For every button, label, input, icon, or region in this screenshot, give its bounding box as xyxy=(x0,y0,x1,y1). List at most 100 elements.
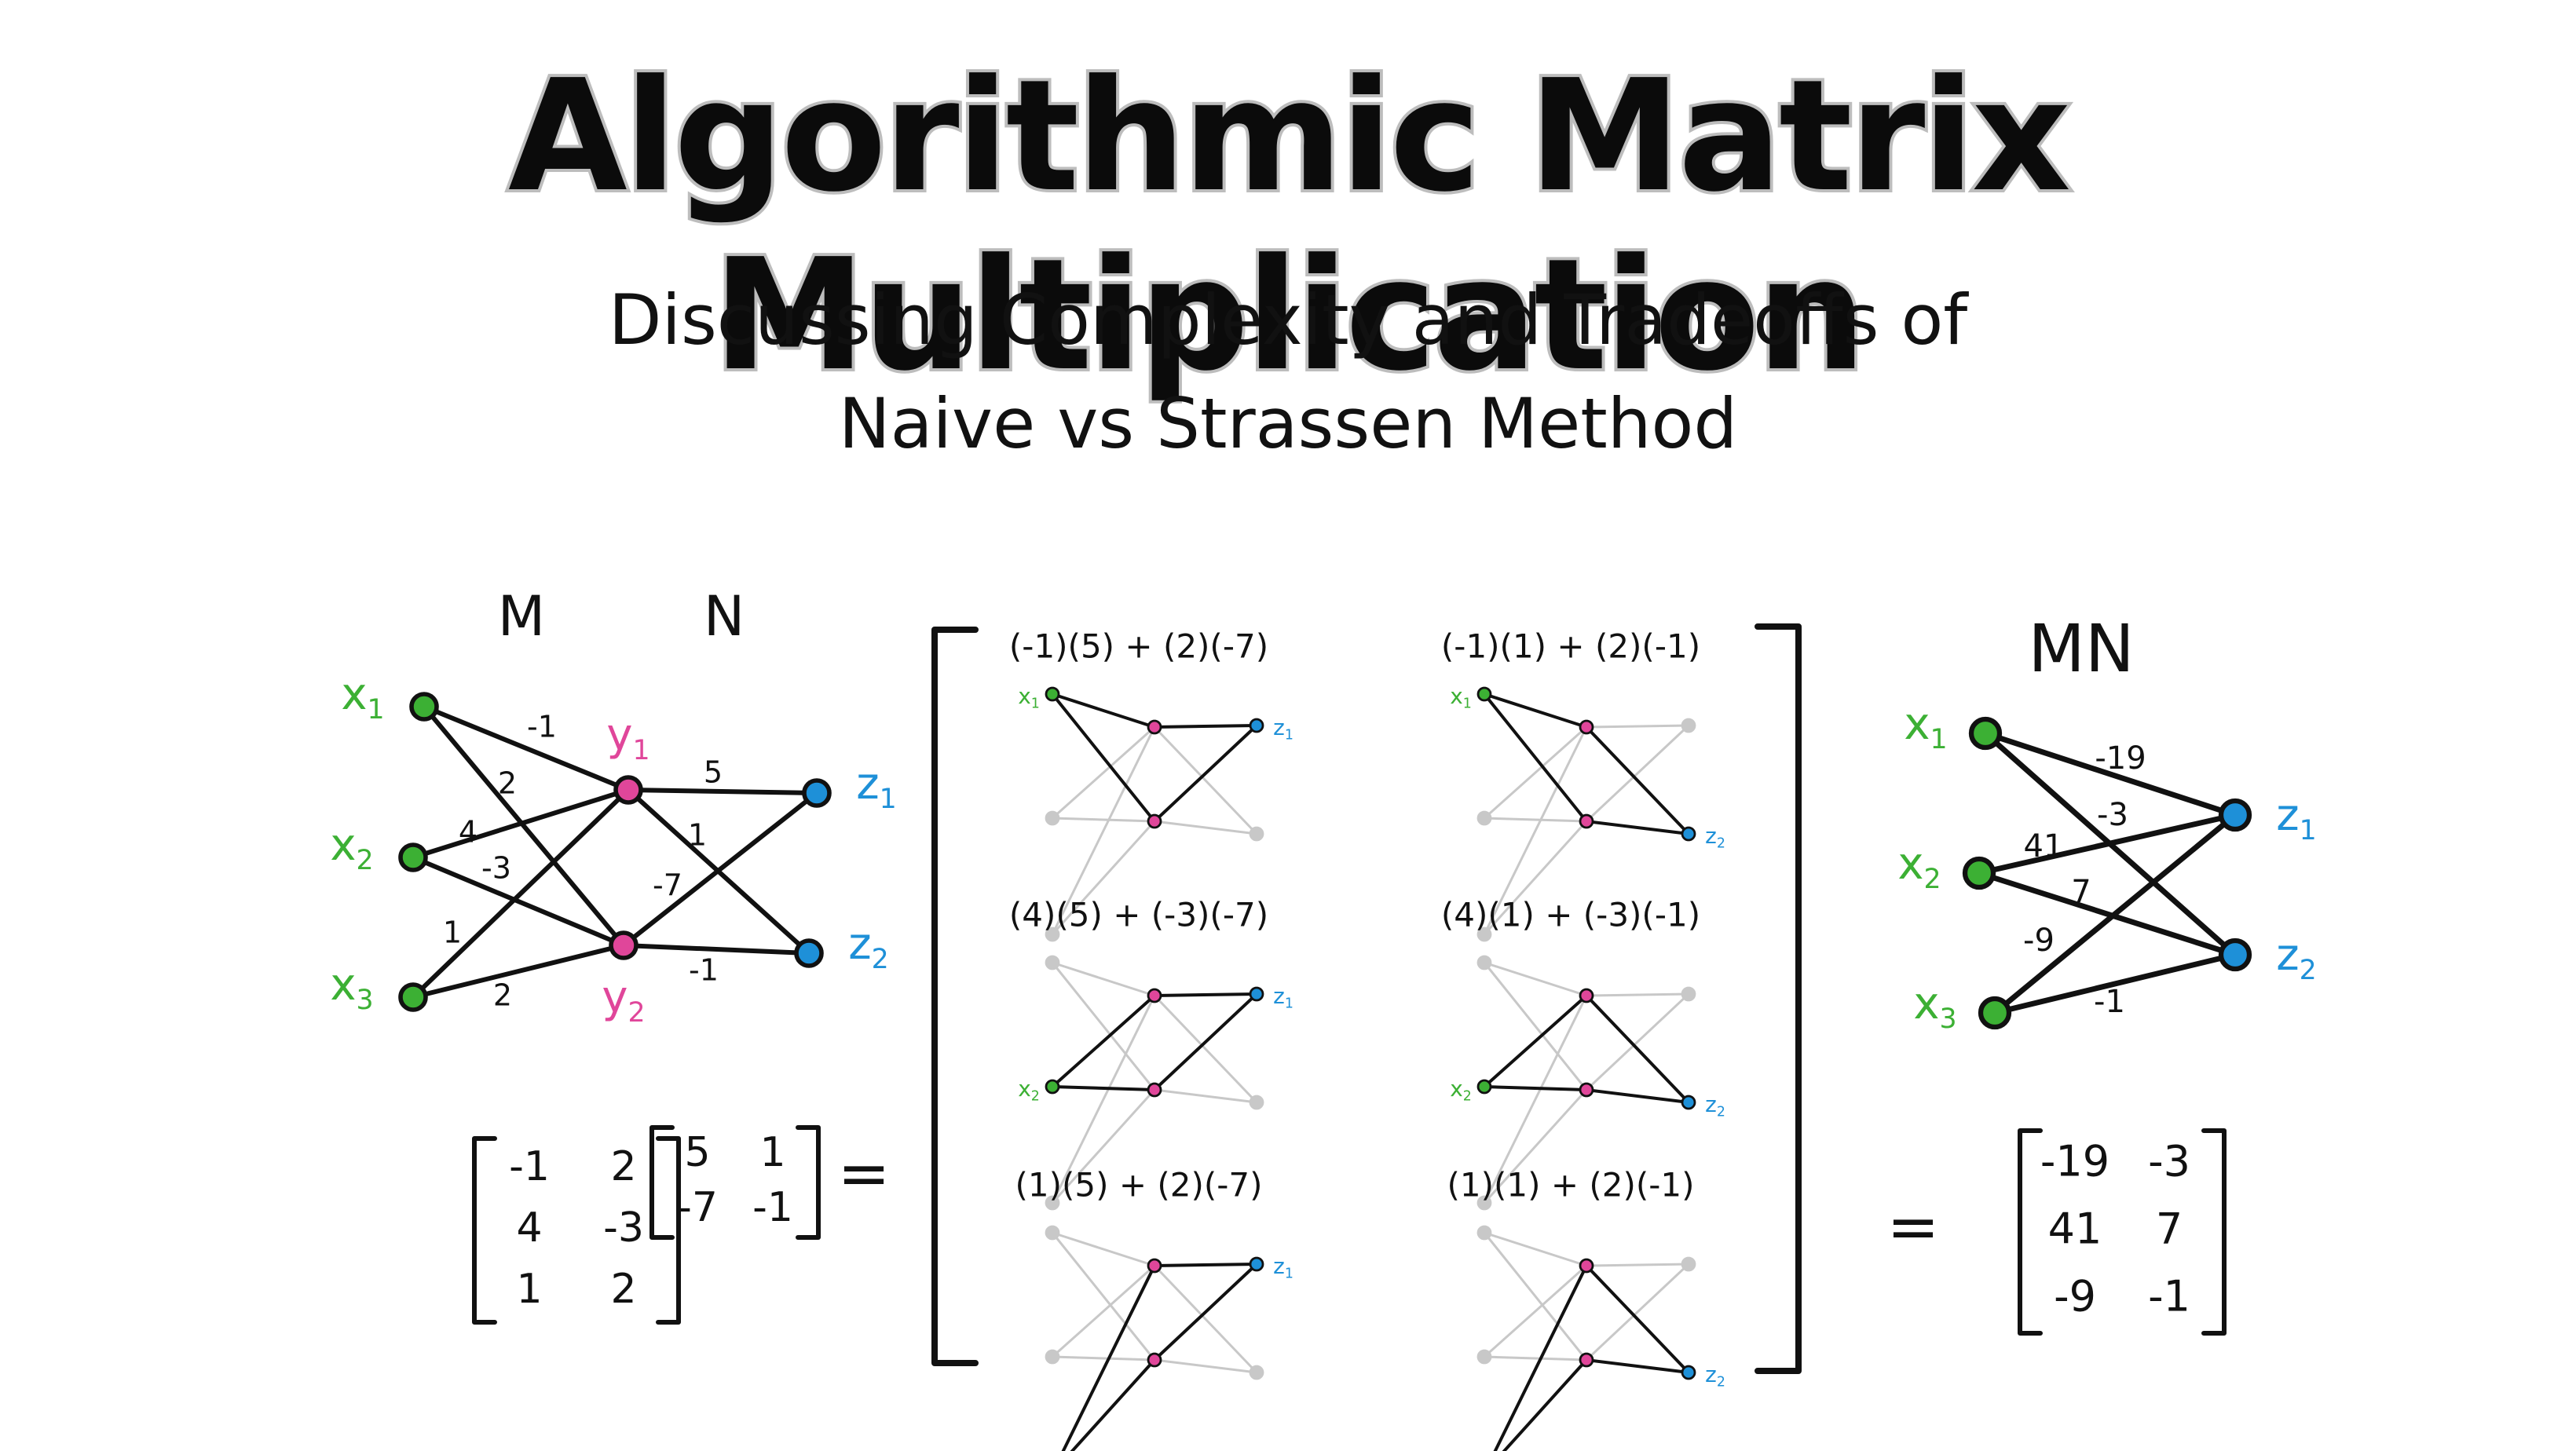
product-breakdown: (-1)(5) + (2)(-7) x1 z1 (-1)(1) + (2)(-1) x1… xyxy=(931,623,1802,1451)
mini-edge-active xyxy=(1585,1264,1690,1374)
mini-edge-faded xyxy=(1051,820,1156,936)
result-edge-weight: 7 xyxy=(2071,874,2091,910)
product-cell: (4)(1) + (-3)(-1) x2 z2 xyxy=(1441,896,1725,1211)
result-node-label-z: z1 xyxy=(2276,790,2317,846)
mini-node-z xyxy=(1249,1365,1264,1380)
edge-m xyxy=(411,943,626,1000)
product-right-bracket xyxy=(1755,623,1802,1374)
matrix-right-bracket xyxy=(2201,1128,2227,1336)
result-node-x xyxy=(1968,716,2003,751)
mini-edge-faded xyxy=(1051,1088,1156,1204)
mini-label-z: z1 xyxy=(1273,1253,1293,1281)
mini-edge-active xyxy=(1585,1358,1690,1374)
edge-weight-m: 2 xyxy=(498,766,517,801)
mini-edge-faded xyxy=(1483,817,1588,823)
mini-edge-faded xyxy=(1051,1231,1156,1361)
mini-edge-active xyxy=(1502,1358,1588,1451)
mini-label-z: z1 xyxy=(1273,715,1293,743)
result-edge-weight: -19 xyxy=(2095,740,2146,777)
matrix-n: 5 1 -7 -1 xyxy=(649,1125,821,1240)
result-edge-weight: -9 xyxy=(2023,923,2055,959)
matrix-entry: 41 xyxy=(2048,1204,2102,1254)
mini-node-x xyxy=(1045,1225,1060,1241)
matrix-entry: -1 xyxy=(2148,1272,2190,1321)
mini-edge-faded xyxy=(1051,726,1156,820)
matrix-entry: 7 xyxy=(2156,1204,2183,1254)
mini-label-z: z1 xyxy=(1273,983,1293,1011)
edge-weight-n: 1 xyxy=(688,818,707,853)
mini-node-x xyxy=(1476,1195,1492,1211)
mini-edge-faded xyxy=(1051,1355,1156,1361)
result-graph-label: MN xyxy=(2028,610,2134,687)
matrix-entry: 1 xyxy=(759,1129,785,1176)
mini-edge-active xyxy=(1585,1088,1690,1104)
mini-node-y xyxy=(1147,1352,1162,1368)
product-expression: (4)(1) + (-3)(-1) xyxy=(1441,896,1700,934)
mini-edge-faded xyxy=(1483,994,1588,1204)
mini-node-y xyxy=(1579,813,1594,829)
mini-edge-faded xyxy=(1153,820,1258,835)
mini-node-y xyxy=(1579,1082,1594,1098)
mini-node-x xyxy=(1476,955,1492,970)
result-edge xyxy=(1992,812,2238,1016)
mini-edge-active xyxy=(1153,724,1258,729)
mini-edge-faded xyxy=(1585,1263,1690,1267)
product-cell: (-1)(5) + (2)(-7) x1 z1 xyxy=(1009,627,1293,942)
mini-edge-faded xyxy=(1585,724,1690,823)
mini-edge-faded xyxy=(1153,1088,1258,1104)
mini-edge-faded xyxy=(1483,1088,1588,1204)
mini-node-x xyxy=(1476,927,1492,942)
mini-edge-faded xyxy=(1051,1231,1156,1267)
matrix-entry: -19 xyxy=(2040,1137,2109,1186)
node-label-y: y1 xyxy=(606,710,649,766)
edge-n xyxy=(621,791,819,948)
mini-edge-faded xyxy=(1585,1263,1690,1361)
mini-edge-faded xyxy=(1483,961,1588,997)
matrix-entry: -3 xyxy=(603,1204,644,1252)
mini-node-x xyxy=(1045,1195,1060,1211)
product-expression: (-1)(5) + (2)(-7) xyxy=(1009,627,1268,666)
mini-node-x xyxy=(1045,955,1060,970)
mini-label-x: x2 xyxy=(1018,1076,1040,1104)
result-node-label-x: x2 xyxy=(1897,839,1941,895)
result-node-z xyxy=(2218,937,2252,972)
node-label-z: z1 xyxy=(856,758,897,815)
mini-edge-active xyxy=(1153,992,1258,1091)
product-left-bracket xyxy=(931,627,979,1366)
edge-weight-m: 1 xyxy=(443,916,462,950)
edge-weight-m: 4 xyxy=(459,815,478,850)
node-y xyxy=(613,775,643,805)
mini-node-x xyxy=(1476,1349,1492,1365)
mini-edge-faded xyxy=(1153,1358,1258,1374)
node-label-y: y2 xyxy=(602,972,645,1029)
edge-n xyxy=(621,943,811,956)
result-node-z xyxy=(2218,798,2252,832)
matrix-mn: -19 -3 41 7 -9 -1 xyxy=(2018,1128,2227,1336)
mini-node-y xyxy=(1147,1258,1162,1274)
mini-edge-faded xyxy=(1153,994,1258,1104)
product-expression: (1)(1) + (2)(-1) xyxy=(1447,1166,1694,1204)
mini-node-x xyxy=(1045,686,1060,702)
result-node-x xyxy=(1962,856,1996,890)
matrix-entry: -1 xyxy=(752,1184,793,1231)
mini-edge-faded xyxy=(1051,961,1156,997)
product-expression: (1)(5) + (2)(-7) xyxy=(1015,1166,1262,1204)
mini-edge-faded xyxy=(1585,992,1690,997)
subtitle-line-1: Discussing Complexity and Tradeoffs of xyxy=(608,280,1968,360)
page-title: Algorithmic Matrix Multiplication xyxy=(505,44,2074,408)
mini-node-y xyxy=(1579,719,1594,735)
mini-edge-faded xyxy=(1585,992,1690,1091)
result-matrix: = -19 -3 41 7 -9 -1 xyxy=(1886,1128,2227,1336)
matrix-equation: -1 2 4 -3 1 2 5 1 -7 -1 = xyxy=(472,1125,891,1325)
layer-label-m: M xyxy=(498,584,545,649)
product-cell: (1)(1) + (2)(-1)x3z2 xyxy=(1447,1166,1725,1451)
edge-weight-n: 5 xyxy=(704,755,723,790)
mini-edge-faded xyxy=(1483,726,1588,820)
mini-label-x: x1 xyxy=(1450,683,1472,711)
mini-edge-active xyxy=(1051,994,1156,1088)
product-expression: (4)(5) + (-3)(-7) xyxy=(1009,896,1268,934)
matrix-entry: -3 xyxy=(2148,1137,2190,1186)
mini-node-x xyxy=(1476,810,1492,826)
result-edge-weight: -3 xyxy=(2097,797,2128,833)
